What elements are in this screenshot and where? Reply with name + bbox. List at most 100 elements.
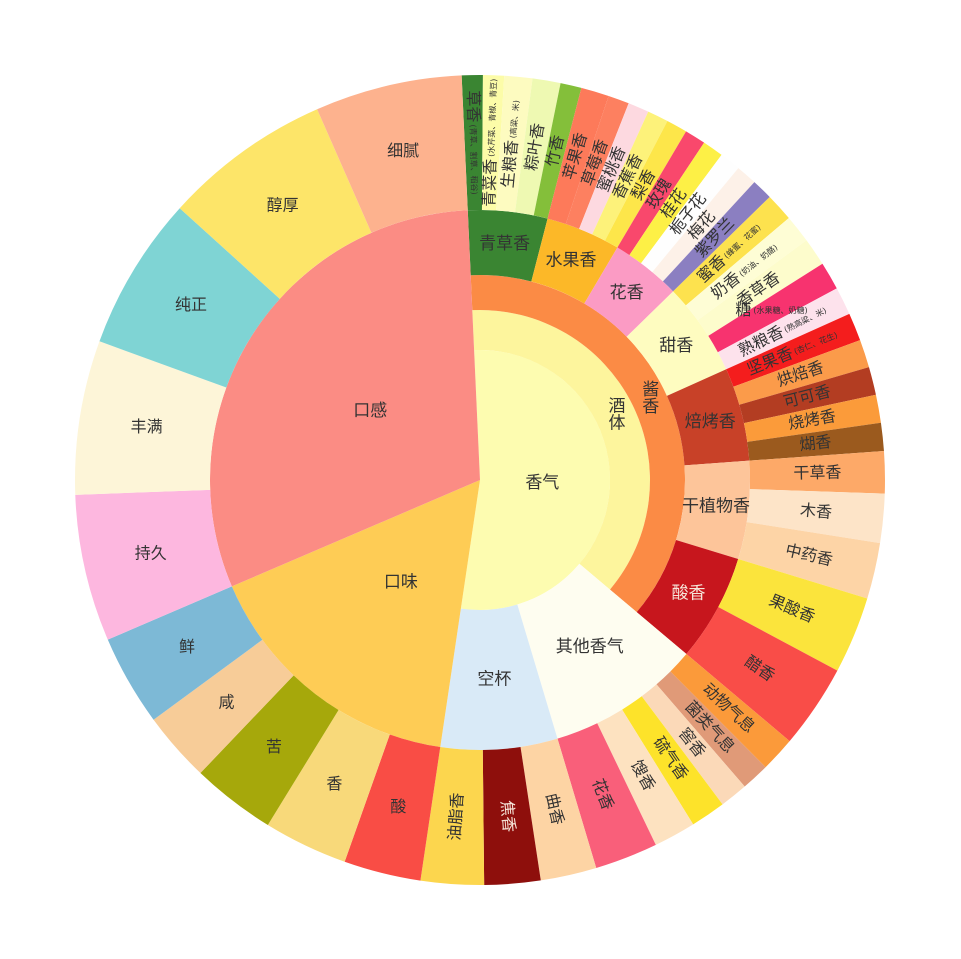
segment-label: 干草香 <box>793 463 841 483</box>
label-note: (高粱、米) <box>507 100 521 139</box>
leaf-segment <box>652 168 755 282</box>
leaf-segment <box>461 75 483 211</box>
segment-label: 干植物香 <box>682 497 750 517</box>
leaf-segment <box>153 639 294 774</box>
segment-label: 青菜香(水芹菜、青椒、青豆) <box>479 78 502 207</box>
leaf-segment <box>420 747 485 885</box>
label-note: (青草、割草、稻谷) <box>469 124 480 194</box>
leaf-segment <box>617 131 705 256</box>
segment-label: 酱香 <box>638 380 659 414</box>
leaf-segment <box>179 109 372 299</box>
segment-label: 纯正 <box>175 295 207 314</box>
leaf-segment <box>739 367 876 424</box>
group-segment <box>636 539 739 655</box>
segment-label: 油脂香 <box>445 792 467 841</box>
leaf-segment <box>641 154 739 273</box>
segment-label: 酒体 <box>605 397 626 431</box>
segment-label: 口感 <box>353 401 387 421</box>
leaf-segment <box>344 734 441 881</box>
segment-label: 酸香 <box>672 584 706 604</box>
leaf-segment <box>697 240 823 336</box>
leaf-segment <box>673 196 789 306</box>
leaf-segment <box>267 709 390 862</box>
arcs <box>75 75 886 885</box>
segment-label: 焦香 <box>497 800 519 833</box>
segment-label: 甜香 <box>659 336 693 356</box>
leaf-segment <box>733 340 869 405</box>
segment-label: 花香 <box>610 283 644 303</box>
group-segment <box>440 604 558 750</box>
leaf-segment <box>533 83 582 219</box>
group-segment <box>231 480 480 748</box>
leaf-segment <box>579 103 649 235</box>
segment-label: 酸 <box>390 797 406 816</box>
leaf-segment <box>686 607 838 742</box>
group-segment <box>517 563 687 739</box>
segment-label: 香 <box>326 774 342 793</box>
leaf-segment <box>662 182 770 292</box>
leaf-segment <box>317 75 468 233</box>
segment-label: 木香 <box>799 500 833 522</box>
leaf-segment <box>520 738 597 881</box>
segment-label: 糖 (水果糖、奶糖) <box>735 299 807 318</box>
leaf-segment <box>629 142 722 264</box>
leaf-segment <box>107 586 263 720</box>
leaf-segment <box>718 558 868 671</box>
label-note: (水芹菜、青椒、青豆) <box>485 78 498 157</box>
group-segment <box>666 369 750 466</box>
leaf-segment <box>515 78 561 216</box>
segment-label: 草香 (青草、割草、稻谷) <box>464 90 485 195</box>
group-segment <box>626 291 727 396</box>
segment-label: 口味 <box>384 573 418 593</box>
group-segment <box>584 247 674 337</box>
leaf-segment <box>656 671 766 787</box>
label-note: (水果糖、奶糖) <box>753 304 807 314</box>
leaf-segment <box>75 341 227 495</box>
leaf-segment <box>743 394 881 442</box>
leaf-segment <box>565 95 629 229</box>
leaf-segment <box>670 654 790 768</box>
leaf-segment <box>557 723 656 868</box>
leaf-segment <box>641 684 745 805</box>
segment-label: 其他香气 <box>556 637 624 657</box>
label-name: 草香 <box>464 90 484 122</box>
segment-label: 焙烤香 <box>685 412 736 432</box>
group-segment <box>531 218 618 304</box>
leaf-segment <box>592 111 668 241</box>
group-segment <box>472 310 651 590</box>
leaf-segment <box>481 75 505 211</box>
leaf-segment <box>75 489 232 640</box>
leaf-segment <box>738 522 881 599</box>
segment-label: 鲜 <box>179 637 195 656</box>
label-name: 糖 <box>735 299 751 318</box>
label-name: 青菜香 <box>479 158 500 207</box>
group-segment <box>209 210 480 587</box>
segment-label: 生粮香(高粱、米) <box>497 99 524 189</box>
segment-label: 水果香 <box>546 251 597 271</box>
segment-label: 青草香 <box>479 234 530 254</box>
leaf-segment <box>622 696 723 825</box>
leaf-segment <box>726 313 861 387</box>
leaf-segment <box>99 208 280 388</box>
label-name: 生粮香 <box>497 139 520 189</box>
leaf-segment <box>685 217 807 321</box>
segment-label: 醇厚 <box>267 196 299 215</box>
segment-label: 细腻 <box>387 141 419 160</box>
segment-label: 持久 <box>135 543 167 562</box>
leaf-segment <box>604 120 687 248</box>
segment-label: 煳香 <box>799 432 833 454</box>
leaf-segment <box>496 75 533 213</box>
segment-label: 咸 <box>218 692 234 711</box>
segment-label: 丰满 <box>131 417 163 436</box>
leaf-segment <box>717 288 850 370</box>
leaf-segment <box>482 746 541 885</box>
leaf-segment <box>597 709 694 845</box>
leaf-segment <box>547 87 609 224</box>
group-segment <box>676 460 750 559</box>
leaf-segment <box>746 489 885 544</box>
leaf-segment <box>747 422 884 461</box>
segment-label: 空杯 <box>477 669 511 689</box>
segment-label: 香气 <box>525 473 559 493</box>
group-segment <box>460 350 610 610</box>
